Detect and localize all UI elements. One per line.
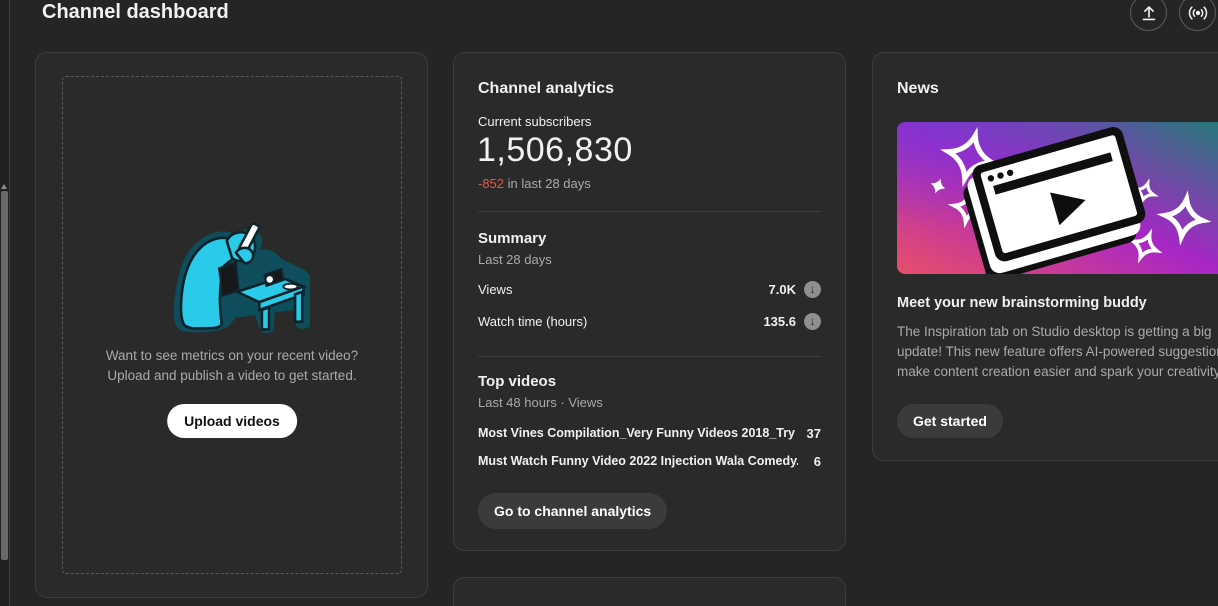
upload-prompt-card: Want to see metrics on your recent video… xyxy=(35,52,428,598)
upload-illustration xyxy=(154,199,315,344)
upload-videos-button[interactable]: Upload videos xyxy=(167,404,297,438)
summary-row-watch-time: Watch time (hours) 135.6 ↓ xyxy=(478,312,821,330)
news-body-line: update! This new feature offers AI-power… xyxy=(897,344,1218,359)
subscribers-delta: -852 in last 28 days xyxy=(478,176,591,191)
top-video-row[interactable]: Most Vines Compilation_Very Funny Videos… xyxy=(478,425,821,441)
summary-period: Last 28 days xyxy=(478,252,552,267)
views-value: 7.0K xyxy=(768,281,796,297)
news-card-title: News xyxy=(897,80,939,97)
scroll-arrow-icon xyxy=(1,184,7,189)
current-subscribers-value: 1,506,830 xyxy=(477,131,633,169)
upload-video-button[interactable] xyxy=(1130,0,1167,31)
watch-time-label: Watch time (hours) xyxy=(478,313,588,329)
views-label: Views xyxy=(478,281,513,297)
video-views: 6 xyxy=(813,453,821,469)
upload-icon xyxy=(1138,2,1160,24)
news-body-line: make content creation easier and spark y… xyxy=(897,364,1218,379)
upload-message-line2: Upload and publish a video to get starte… xyxy=(107,368,357,383)
current-subscribers-label: Current subscribers xyxy=(478,114,592,129)
trend-down-icon: ↓ xyxy=(804,280,821,298)
channel-analytics-card: Channel analytics Current subscribers 1,… xyxy=(453,52,846,551)
subscribers-delta-suffix: in last 28 days xyxy=(504,176,591,191)
top-videos-period: Last 48 hours · Views xyxy=(478,395,603,410)
video-views: 37 xyxy=(806,425,821,441)
subscribers-delta-value: -852 xyxy=(478,176,505,191)
upload-dropzone: Want to see metrics on your recent video… xyxy=(62,76,402,574)
go-live-button[interactable] xyxy=(1179,0,1216,31)
divider xyxy=(478,356,821,357)
top-video-row[interactable]: Must Watch Funny Video 2022 Injection Wa… xyxy=(478,453,821,469)
video-title[interactable]: Must Watch Funny Video 2022 Injection Wa… xyxy=(478,454,798,468)
top-videos-title: Top videos xyxy=(478,373,557,390)
scrollbar-track[interactable] xyxy=(0,0,9,606)
go-to-channel-analytics-button[interactable]: Go to channel analytics xyxy=(478,493,668,529)
scrollbar-thumb[interactable] xyxy=(1,191,8,560)
news-headline: Meet your new brainstorming buddy xyxy=(897,295,1147,311)
analytics-card-title: Channel analytics xyxy=(478,80,615,97)
sidebar-divider xyxy=(9,0,10,606)
secondary-card-partial xyxy=(453,577,846,606)
summary-title: Summary xyxy=(478,230,547,247)
news-body: The Inspiration tab on Studio desktop is… xyxy=(897,322,1218,382)
upload-message: Want to see metrics on your recent video… xyxy=(63,346,401,386)
news-card: News xyxy=(872,52,1218,461)
video-title[interactable]: Most Vines Compilation_Very Funny Videos… xyxy=(478,426,798,440)
broadcast-icon xyxy=(1186,1,1210,25)
news-body-line: The Inspiration tab on Studio desktop is… xyxy=(897,324,1212,339)
get-started-button[interactable]: Get started xyxy=(897,404,1003,438)
upload-message-line1: Want to see metrics on your recent video… xyxy=(105,348,359,363)
page-title: Channel dashboard xyxy=(42,1,229,23)
divider xyxy=(478,211,821,212)
trend-down-icon: ↓ xyxy=(804,312,821,330)
news-banner-image[interactable] xyxy=(897,122,1218,274)
watch-time-value: 135.6 xyxy=(763,313,796,329)
summary-row-views: Views 7.0K ↓ xyxy=(478,280,821,298)
